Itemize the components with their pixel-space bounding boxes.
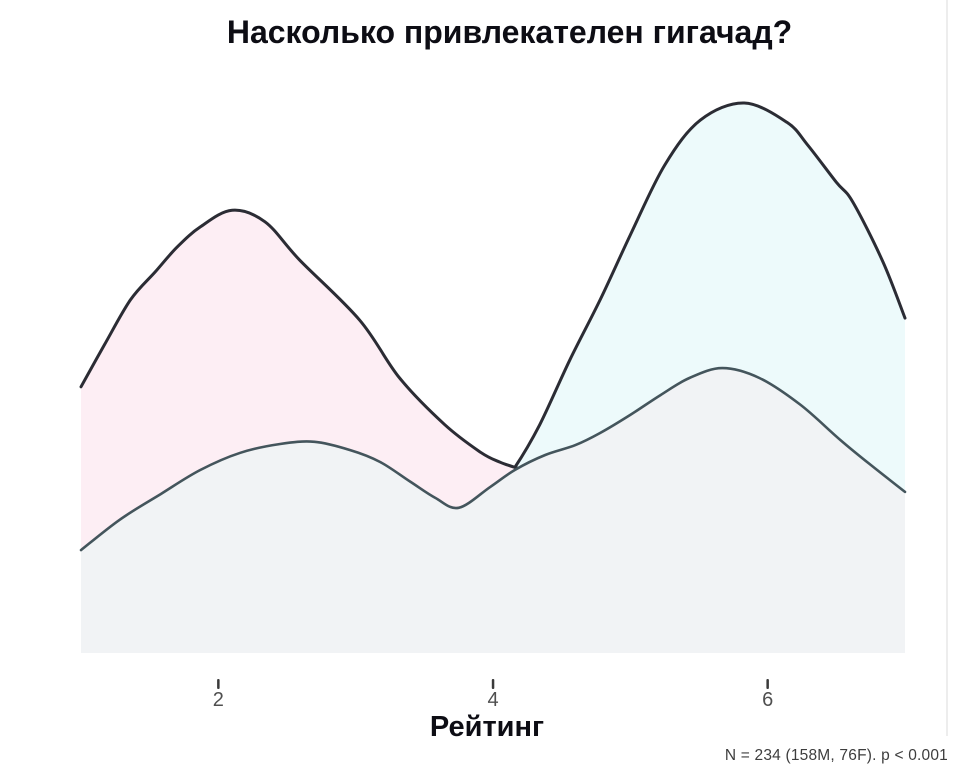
x-axis-title: Рейтинг (429, 711, 545, 743)
pink-density-low-ratings-line (79, 208, 520, 470)
x-tick-label: 6 (762, 689, 774, 711)
chart-title: Насколько привлекателен гигачад? (226, 14, 793, 50)
gray-density-combined-area (81, 368, 905, 653)
stats-caption: N = 234 (158M, 76F). p < 0.001 (724, 747, 948, 764)
x-tick-mark (766, 679, 769, 689)
gray-density-combined-line (79, 366, 907, 552)
x-tick-label: 2 (212, 689, 224, 711)
window-edge-line (946, 0, 948, 736)
x-tick-mark (491, 679, 495, 689)
x-tick-label: 4 (487, 689, 499, 711)
x-tick-mark (217, 679, 220, 689)
